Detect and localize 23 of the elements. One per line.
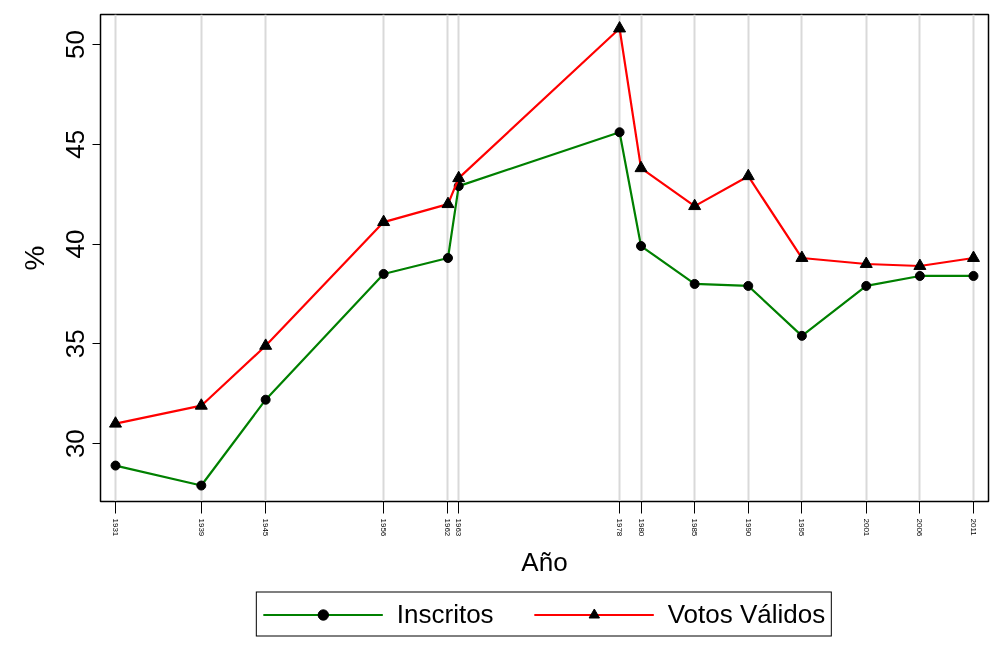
y-axis-title: % (18, 245, 50, 271)
legend-label: Inscritos (396, 598, 494, 630)
x-tick-label: 1995 (797, 518, 807, 537)
x-tick-label: 1962 (443, 518, 453, 537)
y-tick-label: 35 (60, 329, 91, 359)
x-tick-label: 1963 (454, 518, 464, 537)
legend-label: Votos Válidos (667, 598, 826, 630)
x-tick-label: 1980 (636, 518, 646, 537)
x-tick-label: 1945 (261, 518, 271, 537)
x-tick-label: 1990 (743, 518, 753, 537)
x-axis-title: Año (521, 547, 568, 578)
x-tick-label: 1939 (196, 518, 206, 537)
y-tick-label: 50 (60, 29, 91, 59)
y-tick-label: 30 (60, 429, 91, 459)
y-tick-label: 45 (60, 129, 91, 159)
x-tick-label: 2011 (968, 518, 978, 537)
x-tick-label: 1985 (690, 518, 700, 537)
x-tick-label: 2001 (861, 518, 871, 537)
x-tick-label: 1956 (379, 518, 389, 537)
x-tick-label: 2006 (915, 518, 925, 537)
x-tick-label: 1978 (615, 518, 625, 537)
y-tick-label: 40 (60, 229, 91, 259)
x-tick-label: 1931 (111, 518, 121, 537)
